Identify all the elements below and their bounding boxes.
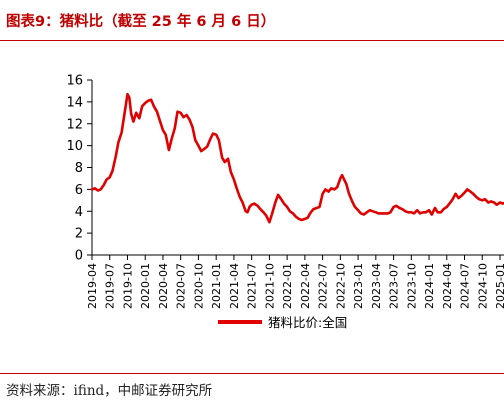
x-tick-label: 2021-10 (263, 263, 276, 309)
y-tick-label: 4 (75, 205, 83, 220)
legend: 猪料比价:全国 (218, 315, 347, 330)
x-tick-label: 2025-01 (494, 263, 504, 309)
x-tick-label: 2023-10 (405, 263, 418, 309)
source-note: 资料来源：ifind，中邮证券研究所 (6, 383, 213, 399)
x-tick-label: 2024-01 (423, 263, 436, 309)
x-tick-label: 2020-07 (175, 263, 188, 309)
x-tick-label: 2019-04 (86, 263, 99, 309)
x-tick-label: 2024-04 (441, 263, 454, 309)
x-tick-label: 2020-01 (139, 263, 152, 309)
series-line (90, 92, 504, 224)
x-tick-label: 2023-01 (352, 263, 365, 309)
y-tick-label: 14 (66, 95, 83, 110)
y-tick-label: 16 (66, 74, 83, 89)
x-tick-label: 2021-01 (210, 263, 223, 309)
x-tick-label: 2024-07 (459, 263, 472, 309)
x-tick-label: 2020-10 (192, 263, 205, 309)
x-tick-label: 2020-04 (157, 263, 170, 309)
page-title: 图表9：猪料比（截至 25 年 6 月 6 日） (6, 14, 276, 30)
x-tick-label: 2022-10 (334, 263, 347, 309)
y-tick-label: 10 (66, 139, 83, 154)
x-axis: 2019-04 2019-07 2019-10 2020-01 2020-04 2020-… (86, 254, 504, 309)
y-tick-label: 2 (75, 227, 83, 242)
y-tick-label: 12 (66, 117, 83, 132)
x-tick-label: 2024-10 (476, 263, 489, 309)
x-tick-label: 2023-04 (370, 263, 383, 309)
x-tick-label: 2022-07 (317, 263, 330, 309)
x-tick-label: 2021-04 (228, 263, 241, 309)
y-tick-label: 6 (75, 183, 83, 198)
y-axis: 0 2 4 6 8 10 12 14 16 (66, 74, 93, 264)
x-tick-label: 2021-07 (246, 263, 259, 309)
series-layer (90, 92, 504, 224)
x-tick-label: 2019-10 (121, 263, 134, 309)
x-tick-label: 2019-07 (104, 263, 117, 309)
x-tick-label: 2022-01 (281, 263, 294, 309)
y-tick-label: 8 (75, 161, 83, 176)
x-tick-label: 2023-07 (388, 263, 401, 309)
x-tick-label: 2022-04 (299, 263, 312, 309)
y-tick-label: 0 (75, 249, 83, 264)
title-divider (0, 40, 504, 41)
footer-divider (0, 373, 504, 374)
legend-label: 猪料比价:全国 (268, 315, 347, 330)
